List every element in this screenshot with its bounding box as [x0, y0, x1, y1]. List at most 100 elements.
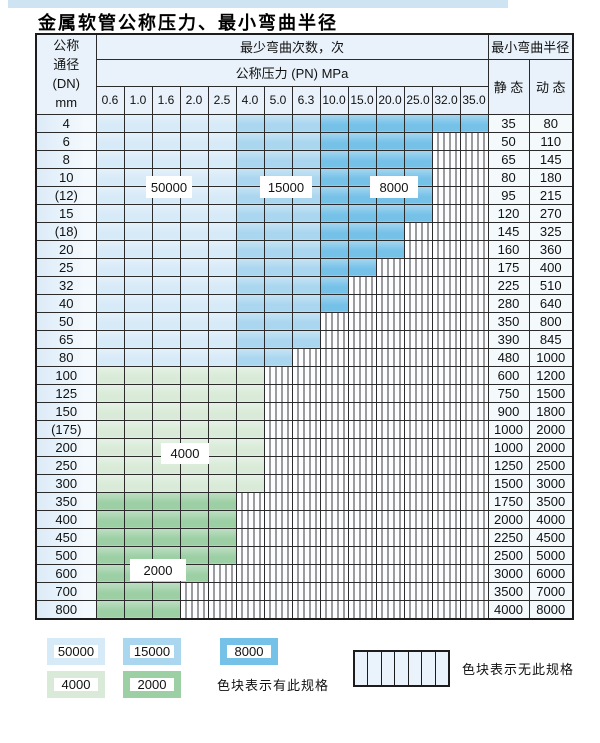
no-spec-cell: [459, 365, 489, 385]
radius-dynamic-cell: 510: [528, 275, 574, 295]
dn-header-line: (DN): [52, 76, 80, 92]
dn-header-line: 公称: [53, 38, 80, 54]
no-spec-cell: [235, 599, 265, 619]
spec-cell: [375, 149, 405, 169]
no-spec-cell: [375, 365, 405, 385]
no-spec-cell: [403, 599, 433, 619]
table-row: 250 1250 2500: [35, 455, 574, 475]
table-row: 40 280 640: [35, 293, 574, 313]
radius-dynamic-cell: 800: [528, 311, 574, 331]
no-spec-cell: [347, 419, 377, 439]
no-spec-cell: [291, 383, 321, 403]
radius-dynamic-cell: 145: [528, 149, 574, 169]
radius-dynamic-cell: 325: [528, 221, 574, 241]
dn-cell: 250: [35, 455, 97, 475]
spec-cell: [123, 545, 153, 565]
spec-cell: [207, 545, 237, 565]
cycle-label-2000: 2000: [131, 560, 185, 580]
spec-cell: [235, 257, 265, 277]
spec-cell: [123, 365, 153, 385]
spec-cell: [151, 329, 181, 349]
spec-cell: [179, 527, 209, 547]
dn-cell: (18): [35, 221, 97, 241]
table-row: 300 1500 3000: [35, 473, 574, 493]
spec-cell: [235, 113, 265, 133]
no-spec-cell: [431, 311, 461, 331]
spec-cell: [207, 275, 237, 295]
dn-cell: 4: [35, 113, 97, 133]
no-spec-cell: [263, 455, 293, 475]
spec-cell: [403, 203, 433, 223]
spec-cell: [319, 131, 349, 151]
radius-dynamic-cell: 3500: [528, 491, 574, 511]
no-spec-cell: [347, 527, 377, 547]
no-spec-cell: [459, 581, 489, 601]
no-spec-cell: [459, 329, 489, 349]
spec-cell: [95, 473, 125, 493]
spec-cell: [179, 131, 209, 151]
has-spec-label: 色块表示有此规格: [217, 678, 330, 693]
no-spec-cell: [347, 545, 377, 565]
spec-cell: [291, 221, 321, 241]
spec-cell: [123, 203, 153, 223]
spec-cell: [207, 329, 237, 349]
no-spec-cell: [403, 509, 433, 529]
spec-cell: [403, 149, 433, 169]
spec-cell: [207, 383, 237, 403]
no-spec-cell: [347, 437, 377, 457]
spec-cell: [375, 113, 405, 133]
no-spec-cell: [319, 329, 349, 349]
no-spec-cell: [431, 221, 461, 241]
spec-cell: [151, 257, 181, 277]
spec-cell: [151, 203, 181, 223]
no-spec-cell: [403, 329, 433, 349]
radius-dynamic-cell: 5000: [528, 545, 574, 565]
spec-cell: [263, 329, 293, 349]
no-spec-cell: [347, 455, 377, 475]
spec-cell: [235, 203, 265, 223]
no-spec-cell: [235, 563, 265, 583]
spec-cell: [235, 473, 265, 493]
no-spec-cell: [459, 509, 489, 529]
spec-cell: [179, 203, 209, 223]
legend: 50000 15000 8000 4000 2000 色块表示有此规格: [47, 638, 329, 704]
spec-cell: [151, 509, 181, 529]
spec-cell: [123, 491, 153, 511]
spec-cell: [207, 167, 237, 187]
radius-static-cell: 1750: [487, 491, 530, 511]
no-spec-cell: [347, 401, 377, 421]
dn-cell: 40: [35, 293, 97, 313]
no-spec-cell: [347, 509, 377, 529]
radius-static-cell: 900: [487, 401, 530, 421]
no-spec-cell: [263, 563, 293, 583]
radius-static-cell: 750: [487, 383, 530, 403]
spec-cell: [291, 275, 321, 295]
spec-cell: [207, 437, 237, 457]
spec-cell: [95, 527, 125, 547]
no-spec-cell: [403, 311, 433, 331]
spec-cell: [207, 239, 237, 259]
spec-cell: [151, 599, 181, 619]
table-row: 500 2500 5000: [35, 545, 574, 565]
spec-cell: [123, 455, 153, 475]
radius-static-cell: 1500: [487, 473, 530, 493]
spec-cell: [123, 581, 153, 601]
radius-dynamic-cell: 4000: [528, 509, 574, 529]
no-spec-cell: [347, 383, 377, 403]
no-spec-cell: [431, 185, 461, 205]
no-spec-cell: [291, 527, 321, 547]
spec-cell: [235, 455, 265, 475]
radius-static-cell: 480: [487, 347, 530, 367]
no-spec-cell: [235, 509, 265, 529]
no-spec-cell: [347, 347, 377, 367]
spec-cell: [179, 293, 209, 313]
spec-cell: [123, 347, 153, 367]
table-row: 125 750 1500: [35, 383, 574, 403]
spec-cell: [319, 293, 349, 313]
spec-cell: [179, 221, 209, 241]
no-spec-cell: [459, 419, 489, 439]
table-row: 6 50 110: [35, 131, 574, 151]
dn-cell: 80: [35, 347, 97, 367]
legend-swatch-2000: 2000: [123, 671, 181, 698]
spec-cell: [207, 527, 237, 547]
